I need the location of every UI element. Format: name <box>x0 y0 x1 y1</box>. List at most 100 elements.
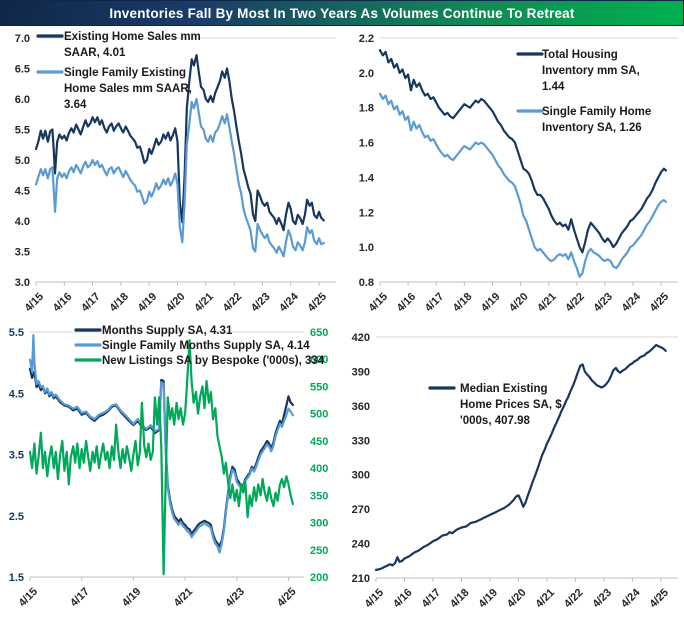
x-axis-label: 4/19 <box>479 291 503 312</box>
y-axis-label: 2.5 <box>9 511 24 523</box>
y-axis-label: 390 <box>352 366 370 378</box>
y-axis-label: 3.5 <box>15 247 30 259</box>
months-supply-new-listings-chart: 4/15 4/17 4/19 4/21 4/23 4/25 5.5 4.5 3.5 2.5 1.5 6… <box>9 325 329 610</box>
x-axis-label: 4/21 <box>535 291 559 312</box>
x-axis-label: 4/15 <box>366 291 390 312</box>
x-axis-label: 4/20 <box>505 587 529 611</box>
x-axis-label: 4/17 <box>68 586 92 610</box>
series-line-total-housing-inventory-mm-sa <box>378 49 667 254</box>
x-axis-label: 4/15 <box>362 587 386 611</box>
y-axis-label: 2.2 <box>359 33 374 45</box>
x-axis-label: 4/23 <box>591 291 615 312</box>
x-axis-label: 4/20 <box>164 291 188 312</box>
x-axis-label: 4/22 <box>563 291 587 312</box>
y-axis-label: 3.5 <box>9 450 24 462</box>
y-axis-label: 240 <box>352 539 370 551</box>
x-axis-label: 4/22 <box>562 587 586 611</box>
y2-axis-label: 250 <box>310 545 328 557</box>
legend-label: New Listings SA by Bespoke ('000s), 334 <box>102 355 325 367</box>
x-axis-label: 4/21 <box>172 586 196 610</box>
y-axis-label: 1.5 <box>9 572 24 584</box>
x-axis-label: 4/23 <box>223 586 247 610</box>
x-axis-label: 4/25 <box>306 291 330 312</box>
x-axis-label: 4/25 <box>275 586 299 610</box>
series-line-median-existing-home-prices-sa-000s <box>374 343 667 572</box>
legend-label: Inventory SA, 1.26 <box>542 122 642 134</box>
x-axis-label: 4/23 <box>590 587 614 611</box>
series-line-single-family-home-inventory-sa <box>378 92 667 278</box>
y-axis-label: 4.5 <box>9 388 24 400</box>
x-axis-label: 4/16 <box>395 291 419 312</box>
x-axis-label: 4/17 <box>423 291 447 312</box>
legend-label: 3.64 <box>64 99 87 111</box>
x-axis-label: 4/19 <box>136 291 160 312</box>
x-axis-label: 4/17 <box>79 291 103 312</box>
y2-axis-label: 600 <box>310 354 328 366</box>
y2-axis-label: 550 <box>310 381 328 393</box>
housing-inventory-chart: 4/15 4/16 4/17 4/18 4/19 4/20 4/21 4/22 4/23 4/24… <box>359 33 678 312</box>
x-axis-label: 4/16 <box>51 291 75 312</box>
y-axis-label: 330 <box>352 435 370 447</box>
x-axis-label: 4/21 <box>533 587 557 611</box>
legend-label: Home Sales mm SAAR, <box>64 83 192 95</box>
x-axis-label: 4/19 <box>476 587 500 611</box>
title-bar: Inventories Fall By Most In Two Years As… <box>0 0 684 26</box>
x-axis-label: 4/15 <box>22 291 46 312</box>
x-axis-label: 4/15 <box>16 586 40 610</box>
y-axis-label: 300 <box>352 470 370 482</box>
y-axis-label: 4.0 <box>15 216 30 228</box>
legend-label: Total Housing <box>542 49 618 61</box>
y-axis-label: 7.0 <box>15 33 30 45</box>
y2-axis-label: 650 <box>310 327 328 339</box>
x-axis-label: 4/18 <box>451 291 475 312</box>
y-axis-label: 360 <box>352 401 370 413</box>
x-axis-label: 4/24 <box>277 290 301 312</box>
y-axis-label: 1.4 <box>359 172 375 184</box>
x-axis-label: 4/22 <box>221 291 245 312</box>
y-axis-label: 0.8 <box>359 277 374 289</box>
legend-label: Existing Home Sales mm <box>64 31 201 43</box>
y-axis-label: 6.5 <box>15 64 30 76</box>
legend-label: Single Family Months Supply SA, 4.14 <box>102 340 310 352</box>
legend-label: 1.44 <box>542 81 565 93</box>
y2-axis-label: 200 <box>310 572 328 584</box>
legend-label: '000s, 407.98 <box>460 415 530 427</box>
legend-label: Inventory mm SA, <box>542 65 640 77</box>
y-axis-label: 1.8 <box>359 103 374 115</box>
legend-label: Median Existing <box>460 383 548 395</box>
y-axis-label: 3.0 <box>15 277 30 289</box>
y2-axis-label: 350 <box>310 490 328 502</box>
existing-home-sales-chart: 4/15 4/16 4/17 4/18 4/19 4/20 4/21 4/22 4/23 4/24… <box>15 31 336 312</box>
y-axis-label: 5.5 <box>15 125 30 137</box>
x-axis-label: 4/20 <box>507 291 531 312</box>
legend-label: Single Family Home <box>542 106 651 118</box>
series-line-existing-home-sales-mm-saar <box>34 54 325 232</box>
legend-label: SAAR, 4.01 <box>64 47 126 59</box>
x-axis-label: 4/16 <box>391 587 415 611</box>
legend-label: Single Family Existing <box>64 67 186 79</box>
x-axis-label: 4/23 <box>249 291 273 312</box>
y2-axis-label: 400 <box>310 463 328 475</box>
y-axis-label: 4.5 <box>15 186 30 198</box>
x-axis-label: 4/21 <box>192 291 216 312</box>
y-axis-label: 6.0 <box>15 94 30 106</box>
x-axis-label: 4/18 <box>448 587 472 611</box>
series-line-new-listings-sa-by-bespoke-000s- <box>28 339 294 576</box>
x-axis-label: 4/19 <box>120 586 144 610</box>
x-axis-label: 4/25 <box>647 587 671 611</box>
y-axis-label: 1.2 <box>359 207 374 219</box>
legend-label: Home Prices SA, $ <box>460 399 562 411</box>
y-axis-label: 5.0 <box>15 155 30 167</box>
series-line-single-family-months-supply-sa <box>28 334 294 554</box>
y-axis-label: 1.6 <box>359 138 374 150</box>
x-axis-label: 4/24 <box>620 290 644 312</box>
y2-axis-label: 500 <box>310 409 328 421</box>
charts-grid: 4/15 4/16 4/17 4/18 4/19 4/20 4/21 4/22 4/23 4/24… <box>0 26 684 620</box>
y-axis-label: 420 <box>352 332 370 344</box>
legend-label: Months Supply SA, 4.31 <box>102 325 233 337</box>
x-axis-label: 4/18 <box>107 291 131 312</box>
y-axis-label: 210 <box>352 573 370 585</box>
y2-axis-label: 300 <box>310 518 328 530</box>
y-axis-label: 1.0 <box>359 242 374 254</box>
